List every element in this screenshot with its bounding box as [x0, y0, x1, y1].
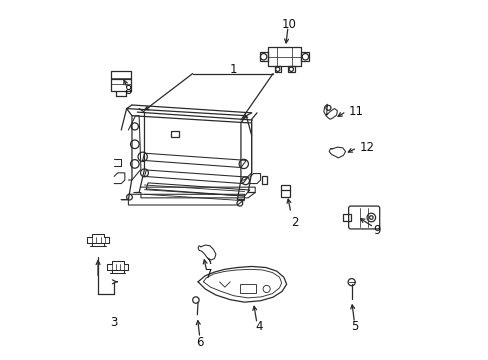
Text: 2: 2: [290, 216, 298, 229]
Bar: [281, 185, 289, 197]
Bar: [342, 214, 350, 221]
Text: 1: 1: [229, 63, 237, 76]
Bar: [259, 52, 267, 62]
Text: 10: 10: [281, 18, 296, 31]
Text: 12: 12: [359, 141, 374, 154]
Bar: [274, 66, 281, 72]
Text: 7: 7: [204, 268, 212, 281]
Text: 4: 4: [255, 320, 262, 333]
Text: 5: 5: [351, 320, 358, 333]
Bar: [267, 48, 301, 66]
Bar: [301, 52, 309, 62]
Bar: [111, 71, 131, 91]
Bar: [261, 176, 266, 184]
Text: 3: 3: [110, 316, 118, 329]
Bar: [171, 131, 179, 137]
Bar: [240, 284, 256, 293]
Text: 11: 11: [348, 105, 363, 118]
Text: 9: 9: [372, 224, 380, 237]
Bar: [287, 66, 294, 72]
Text: 6: 6: [196, 336, 203, 349]
Text: 8: 8: [124, 84, 132, 97]
